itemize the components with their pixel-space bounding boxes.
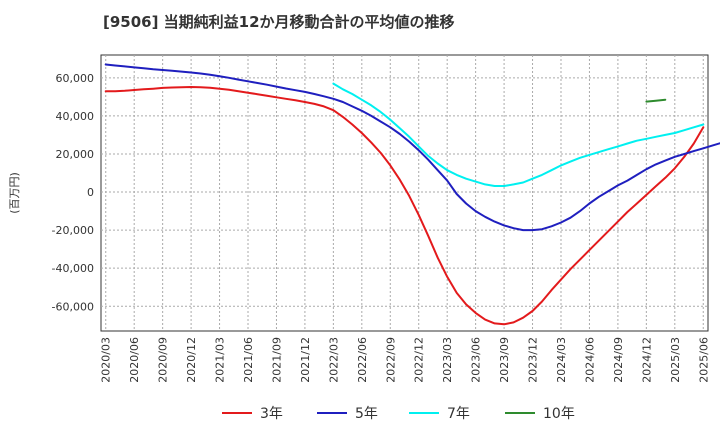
chart-title: [9506] 当期純利益12か月移動合計の平均値の推移: [103, 13, 455, 31]
x-tick-label: 2024/09: [612, 337, 625, 383]
y-tick-label: 0: [87, 186, 94, 199]
x-tick-label: 2023/06: [470, 337, 483, 383]
x-tick-label: 2022/06: [356, 337, 369, 383]
series-line: [104, 86, 705, 326]
x-tick-label: 2020/12: [185, 337, 198, 383]
x-tick-label: 2020/06: [128, 337, 141, 383]
x-tick-label: 2021/12: [299, 337, 312, 383]
y-tick-label: -20,000: [52, 224, 94, 237]
legend-label: 7年: [447, 406, 470, 422]
x-tick-label: 2025/06: [697, 337, 710, 383]
x-tick-label: 2020/09: [157, 337, 170, 383]
x-tick-label: 2023/09: [498, 337, 511, 383]
x-tick-label: 2020/03: [100, 337, 113, 383]
y-tick-label: 60,000: [56, 72, 95, 85]
series-line: [332, 82, 705, 187]
x-tick-label: 2024/03: [555, 337, 568, 383]
plot-area: [100, 54, 709, 332]
y-tick-label: 40,000: [56, 110, 95, 123]
x-tick-label: 2022/03: [327, 337, 340, 383]
legend-label: 5年: [355, 406, 378, 422]
x-tick-label: 2021/03: [214, 337, 227, 383]
legend-label: 3年: [260, 406, 283, 422]
x-tick-label: 2023/03: [441, 337, 454, 383]
y-axis-label: (百万円): [8, 172, 21, 214]
x-tick-label: 2024/06: [583, 337, 596, 383]
x-tick-label: 2022/12: [413, 337, 426, 383]
x-tick-label: 2021/09: [270, 337, 283, 383]
x-tick-label: 2021/06: [242, 337, 255, 383]
x-tick-label: 2022/09: [384, 337, 397, 383]
legend-label: 10年: [543, 406, 575, 422]
x-tick-label: 2024/12: [640, 337, 653, 383]
series-line: [104, 63, 720, 232]
x-tick-label: 2025/03: [669, 337, 682, 383]
series-line: [645, 98, 667, 103]
y-tick-label: -40,000: [52, 262, 94, 275]
y-tick-label: 20,000: [56, 148, 95, 161]
x-tick-label: 2023/12: [527, 337, 540, 383]
y-tick-label: -60,000: [52, 300, 94, 313]
